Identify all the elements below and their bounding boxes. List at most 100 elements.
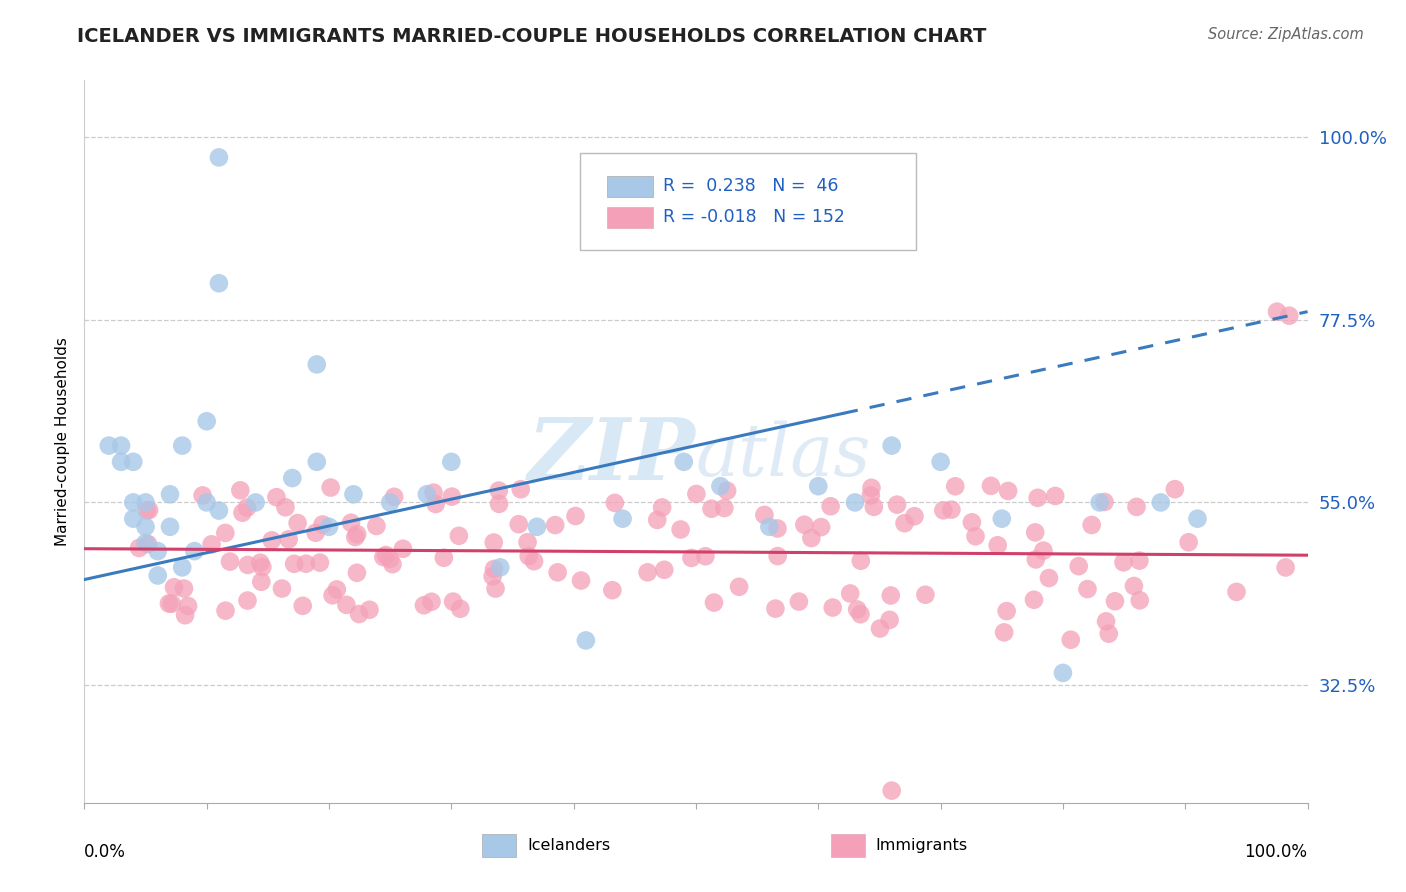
- Text: Immigrants: Immigrants: [876, 838, 967, 853]
- Point: [672, 455, 695, 469]
- Point: [844, 495, 866, 509]
- Point: [603, 496, 626, 510]
- Point: [191, 488, 214, 502]
- Point: [136, 537, 159, 551]
- Point: [447, 529, 470, 543]
- Point: [523, 554, 546, 568]
- Point: [380, 495, 402, 509]
- Point: [1032, 543, 1054, 558]
- Point: [373, 549, 395, 564]
- Point: [146, 568, 169, 582]
- Point: [172, 560, 194, 574]
- Point: [135, 503, 157, 517]
- Point: [236, 593, 259, 607]
- Point: [651, 500, 673, 515]
- Point: [575, 633, 598, 648]
- Point: [716, 483, 738, 498]
- Point: [1095, 615, 1118, 629]
- Point: [516, 535, 538, 549]
- Point: [110, 455, 132, 469]
- Point: [681, 551, 703, 566]
- Point: [810, 520, 832, 534]
- Text: Source: ZipAtlas.com: Source: ZipAtlas.com: [1208, 27, 1364, 42]
- Point: [765, 601, 787, 615]
- Point: [252, 560, 274, 574]
- Point: [159, 487, 181, 501]
- Point: [200, 537, 222, 551]
- Point: [122, 455, 145, 469]
- Point: [249, 556, 271, 570]
- Point: [1278, 309, 1301, 323]
- Point: [157, 597, 180, 611]
- Point: [637, 566, 659, 580]
- Point: [342, 487, 364, 501]
- Point: [997, 483, 1019, 498]
- Point: [1025, 552, 1047, 566]
- Point: [1112, 555, 1135, 569]
- Point: [1274, 560, 1296, 574]
- Point: [287, 516, 309, 530]
- Point: [295, 557, 318, 571]
- Point: [425, 497, 447, 511]
- Point: [652, 563, 675, 577]
- Text: 0.0%: 0.0%: [84, 843, 127, 861]
- Point: [138, 503, 160, 517]
- Point: [392, 541, 415, 556]
- Point: [1076, 582, 1098, 596]
- Point: [508, 517, 530, 532]
- Point: [993, 625, 1015, 640]
- Point: [787, 594, 810, 608]
- Point: [374, 548, 396, 562]
- Point: [860, 481, 883, 495]
- Point: [378, 552, 401, 566]
- Point: [277, 533, 299, 547]
- Point: [440, 455, 463, 469]
- Point: [1125, 500, 1147, 514]
- Point: [1177, 535, 1199, 549]
- Point: [291, 599, 314, 613]
- Point: [231, 506, 253, 520]
- Point: [1060, 632, 1083, 647]
- Point: [441, 594, 464, 608]
- Point: [754, 508, 776, 522]
- Point: [995, 604, 1018, 618]
- Point: [214, 525, 236, 540]
- Point: [1150, 495, 1173, 509]
- Point: [163, 580, 186, 594]
- Point: [685, 487, 707, 501]
- Point: [309, 556, 332, 570]
- Text: R = -0.018   N = 152: R = -0.018 N = 152: [664, 208, 845, 226]
- Point: [340, 516, 363, 530]
- Point: [564, 508, 586, 523]
- Point: [1187, 511, 1209, 525]
- Point: [800, 531, 823, 545]
- Point: [422, 485, 444, 500]
- Point: [932, 503, 955, 517]
- Point: [347, 607, 370, 621]
- Point: [135, 536, 157, 550]
- Point: [174, 608, 197, 623]
- Point: [1104, 594, 1126, 608]
- Point: [1164, 482, 1187, 496]
- Point: [219, 555, 242, 569]
- Point: [602, 583, 624, 598]
- Point: [839, 586, 862, 600]
- Point: [728, 580, 751, 594]
- Point: [229, 483, 252, 498]
- Point: [281, 471, 304, 485]
- Point: [886, 498, 908, 512]
- Point: [703, 596, 725, 610]
- Point: [195, 414, 218, 428]
- Point: [1038, 571, 1060, 585]
- Point: [122, 511, 145, 525]
- Bar: [482, 834, 516, 857]
- Point: [322, 588, 344, 602]
- Point: [846, 602, 869, 616]
- Point: [381, 557, 404, 571]
- Bar: [831, 834, 865, 857]
- Point: [326, 582, 349, 597]
- Point: [305, 455, 328, 469]
- Point: [489, 560, 512, 574]
- Point: [849, 607, 872, 622]
- Point: [1045, 489, 1067, 503]
